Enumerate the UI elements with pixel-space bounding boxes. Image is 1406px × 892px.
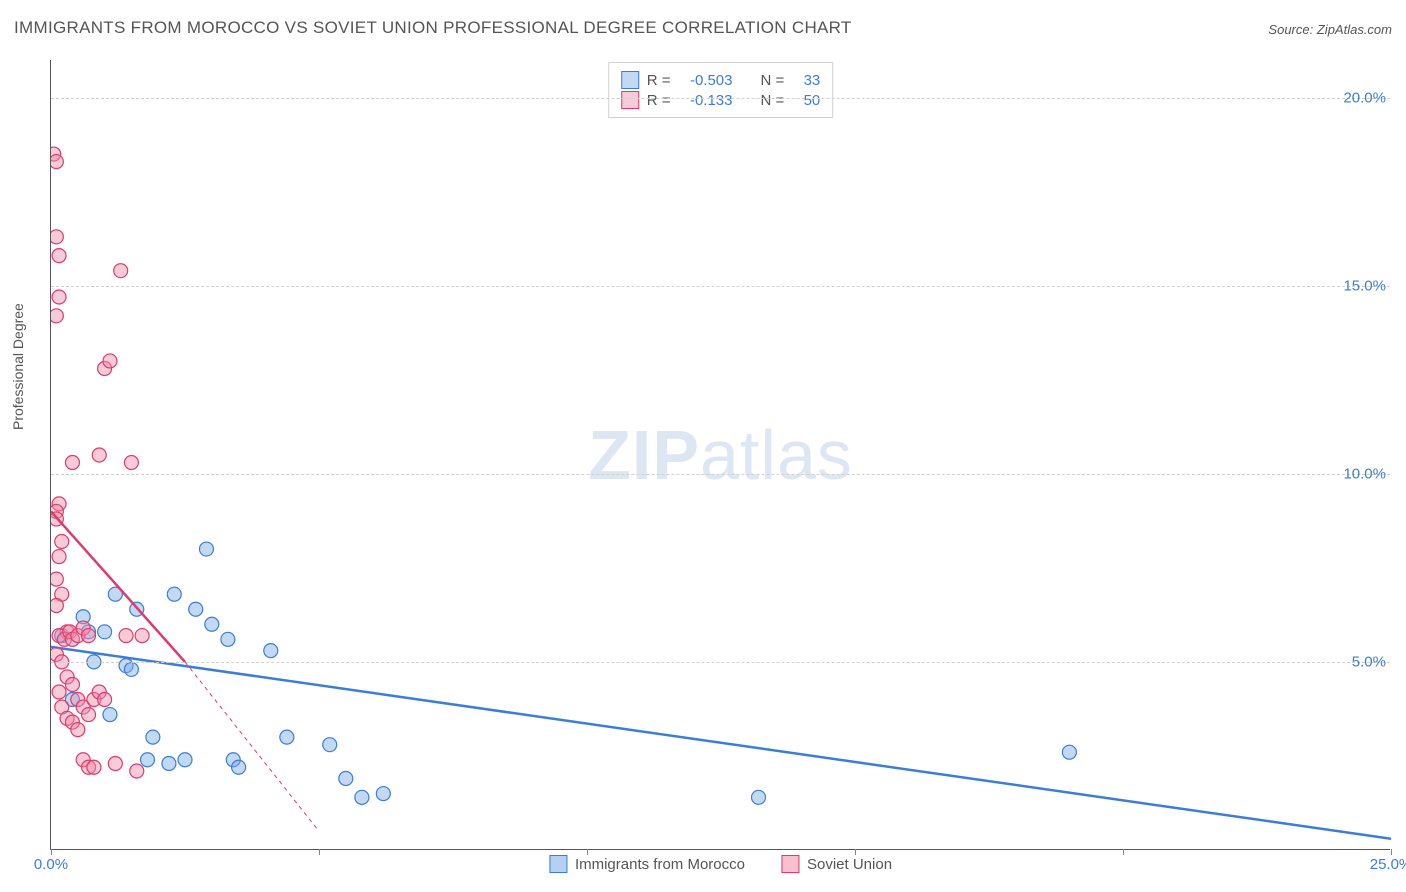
data-point xyxy=(103,708,117,722)
y-axis-label: Professional Degree xyxy=(10,303,26,430)
series-legend-item: Immigrants from Morocco xyxy=(549,855,745,873)
legend-n-label: N = xyxy=(761,92,785,109)
y-tick-label: 10.0% xyxy=(1343,465,1392,482)
data-point xyxy=(87,760,101,774)
legend-swatch xyxy=(549,855,567,873)
legend-n-value: 50 xyxy=(792,92,820,109)
series-legend: Immigrants from Morocco Soviet Union xyxy=(549,855,892,873)
data-point xyxy=(52,550,66,564)
x-tick-mark xyxy=(319,849,320,855)
trend-line-dashed xyxy=(185,662,319,831)
data-point xyxy=(221,632,235,646)
source-attribution: Source: ZipAtlas.com xyxy=(1268,22,1392,37)
grid-line xyxy=(51,474,1390,475)
data-point xyxy=(71,723,85,737)
chart-plot-area: ZIPatlas R =-0.503N =33R =-0.133N =50 Im… xyxy=(50,60,1390,850)
legend-swatch xyxy=(621,71,639,89)
data-point xyxy=(82,708,96,722)
legend-n-label: N = xyxy=(761,72,785,89)
data-point xyxy=(103,354,117,368)
data-point xyxy=(98,693,112,707)
data-point xyxy=(140,753,154,767)
y-tick-label: 20.0% xyxy=(1343,89,1392,106)
data-point xyxy=(108,756,122,770)
correlation-legend: R = -0.503 N = 33 R = -0.133 N = 50 xyxy=(608,62,834,118)
data-point xyxy=(98,625,112,639)
data-point xyxy=(51,572,63,586)
x-tick-mark xyxy=(587,849,588,855)
x-tick-mark xyxy=(1391,849,1392,855)
legend-row: R = -0.133 N = 50 xyxy=(621,91,821,109)
data-point xyxy=(52,249,66,263)
series-legend-label: Immigrants from Morocco xyxy=(575,856,745,873)
x-tick-label: 0.0% xyxy=(34,856,68,873)
data-point xyxy=(82,629,96,643)
data-point xyxy=(51,309,63,323)
data-point xyxy=(114,264,128,278)
scatter-plot-svg xyxy=(51,60,1391,850)
legend-r-label: R = xyxy=(647,72,671,89)
data-point xyxy=(55,535,69,549)
grid-line xyxy=(51,98,1390,99)
data-point xyxy=(52,685,66,699)
data-point xyxy=(65,456,79,470)
data-point xyxy=(355,790,369,804)
data-point xyxy=(205,617,219,631)
x-tick-mark xyxy=(1123,849,1124,855)
trend-line xyxy=(51,647,1391,839)
data-point xyxy=(52,290,66,304)
y-tick-label: 15.0% xyxy=(1343,277,1392,294)
data-point xyxy=(124,456,138,470)
legend-r-value: -0.133 xyxy=(679,92,733,109)
series-legend-item: Soviet Union xyxy=(781,855,892,873)
data-point xyxy=(264,644,278,658)
data-point xyxy=(51,155,63,169)
data-point xyxy=(339,772,353,786)
data-point xyxy=(1062,745,1076,759)
legend-row: R = -0.503 N = 33 xyxy=(621,71,821,89)
data-point xyxy=(376,787,390,801)
data-point xyxy=(119,629,133,643)
grid-line xyxy=(51,286,1390,287)
data-point xyxy=(65,677,79,691)
legend-r-value: -0.503 xyxy=(679,72,733,89)
data-point xyxy=(280,730,294,744)
data-point xyxy=(752,790,766,804)
legend-n-value: 33 xyxy=(792,72,820,89)
data-point xyxy=(232,760,246,774)
data-point xyxy=(51,598,63,612)
x-tick-label: 25.0% xyxy=(1370,856,1406,873)
data-point xyxy=(51,230,63,244)
data-point xyxy=(178,753,192,767)
chart-title: IMMIGRANTS FROM MOROCCO VS SOVIET UNION … xyxy=(14,18,852,38)
data-point xyxy=(167,587,181,601)
x-tick-mark xyxy=(855,849,856,855)
data-point xyxy=(146,730,160,744)
data-point xyxy=(199,542,213,556)
grid-line xyxy=(51,662,1390,663)
data-point xyxy=(130,764,144,778)
legend-swatch xyxy=(781,855,799,873)
legend-r-label: R = xyxy=(647,92,671,109)
y-tick-label: 5.0% xyxy=(1352,653,1392,670)
data-point xyxy=(135,629,149,643)
data-point xyxy=(92,448,106,462)
legend-swatch xyxy=(621,91,639,109)
data-point xyxy=(323,738,337,752)
series-legend-label: Soviet Union xyxy=(807,856,892,873)
data-point xyxy=(162,756,176,770)
x-tick-mark xyxy=(51,849,52,855)
data-point xyxy=(189,602,203,616)
data-point xyxy=(124,662,138,676)
